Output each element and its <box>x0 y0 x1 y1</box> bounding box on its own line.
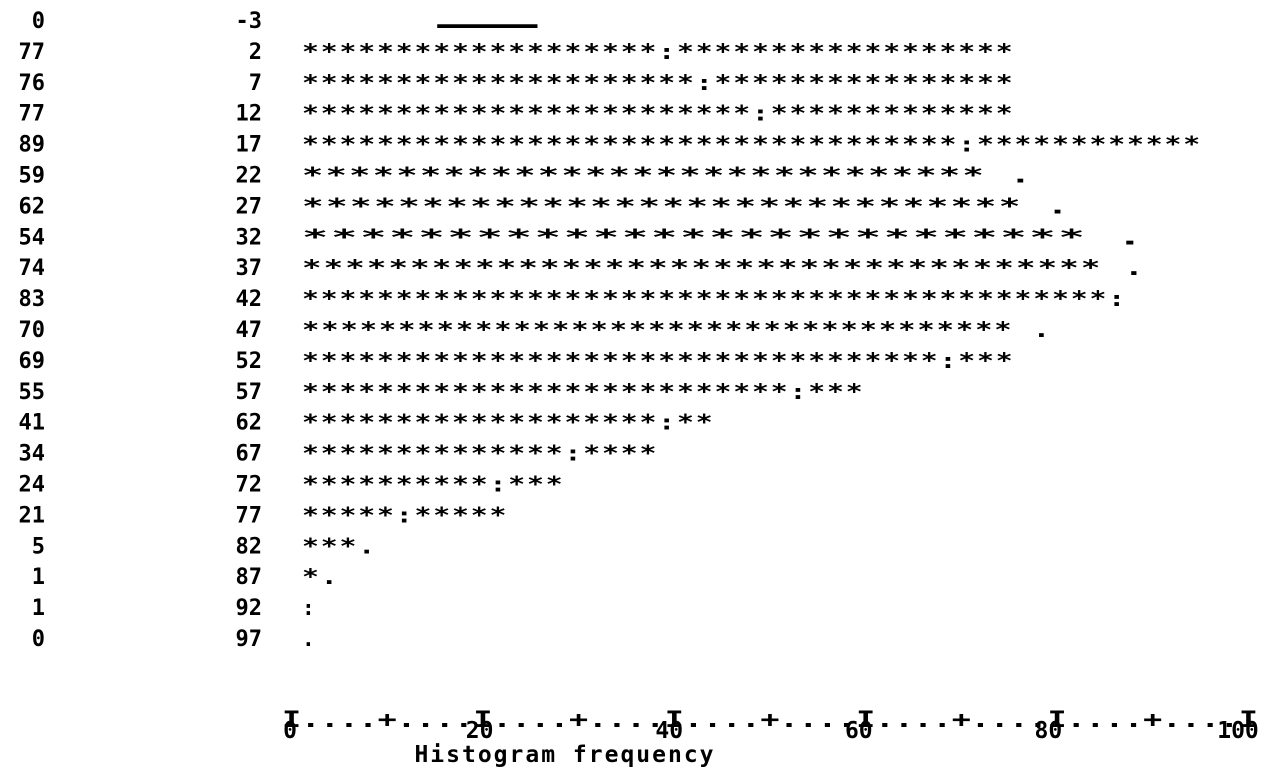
histogram-row: 77 2 *******************:*****************… <box>19 40 1015 65</box>
midpoint-label: 2 <box>249 40 262 65</box>
histogram-rows: 0 -3 .77 2 *******************:************… <box>19 9 1202 652</box>
histogram-bar: ************************:************* <box>302 102 1015 126</box>
histogram-row: 1 92: <box>32 596 316 621</box>
frequency-label: 1 <box>32 565 45 590</box>
midpoint-label: 57 <box>236 380 263 405</box>
histogram-bar: . <box>302 627 316 651</box>
frequency-label: 1 <box>32 596 45 621</box>
histogram-bar: ****************************** . <box>302 194 1071 218</box>
midpoint-label: 87 <box>236 565 263 590</box>
histogram-row: 0 -3 . <box>32 9 715 34</box>
x-axis-ruler: I....+....I....+....I....+....I....+....… <box>282 708 1258 733</box>
histogram-row: 55 57 **************************:*** <box>19 380 865 405</box>
histogram-row: 24 72 **********:*** <box>19 473 565 498</box>
histogram-row: 69 52 **********************************:*… <box>19 349 1015 374</box>
frequency-label: 89 <box>19 133 46 158</box>
x-axis-tick-labels: 0 20 40 60 80 100 <box>283 718 1259 744</box>
frequency-label: 21 <box>19 503 46 528</box>
frequency-label: 74 <box>19 256 46 281</box>
x-tick-label: 20 <box>466 718 494 744</box>
frequency-label: 76 <box>19 71 46 96</box>
frequency-label: 77 <box>19 102 46 127</box>
histogram-bar: *****:***** <box>302 503 508 527</box>
histogram-row: 70 47 ************************************… <box>19 318 1052 343</box>
histogram-bar: ****************************************… <box>302 287 1127 311</box>
frequency-label: 54 <box>19 225 46 250</box>
x-tick-label: 0 <box>283 718 297 744</box>
midpoint-label: 17 <box>236 133 263 158</box>
histogram-row: 34 67 **************:**** <box>19 442 658 467</box>
midpoint-label: 92 <box>236 596 263 621</box>
midpoint-label: 72 <box>236 473 263 498</box>
histogram-row: 77 12 ************************:***********… <box>19 102 1015 127</box>
histogram-bar: . <box>302 9 715 33</box>
histogram-bar: *********************:**************** <box>302 71 1015 95</box>
midpoint-label: 27 <box>236 194 263 219</box>
histogram-bar: ************************************* . <box>302 256 1146 280</box>
x-tick-label: 80 <box>1035 718 1063 744</box>
histogram-row: 21 77 *****:***** <box>19 503 508 528</box>
histogram-bar: : <box>302 596 316 620</box>
histogram-bar: **************************:*** <box>302 380 865 404</box>
midpoint-label: 42 <box>236 287 263 312</box>
histogram-row: 74 37 ************************************… <box>19 256 1146 281</box>
histogram-bar: *******************:** <box>302 411 715 435</box>
frequency-label: 62 <box>19 194 46 219</box>
x-axis-title: Histogram frequency <box>414 742 715 767</box>
histogram-bar: ***************************** . <box>302 164 1033 188</box>
frequency-label: 0 <box>32 9 45 34</box>
histogram-row: 0 97. <box>32 627 316 652</box>
midpoint-label: 47 <box>236 318 263 343</box>
histogram-row: 89 17 ***********************************:… <box>19 133 1202 158</box>
midpoint-label: 77 <box>236 503 263 528</box>
histogram-row: 54 32 *************************** . <box>19 225 1146 250</box>
midpoint-label: 37 <box>236 256 263 281</box>
histogram-row: 83 42 ************************************… <box>19 287 1127 312</box>
frequency-label: 34 <box>19 442 46 467</box>
frequency-label: 5 <box>32 534 45 559</box>
frequency-label: 0 <box>32 627 45 652</box>
frequency-label: 77 <box>19 40 46 65</box>
histogram-bar: *. <box>302 565 340 589</box>
histogram-row: 76 7 *********************:***************… <box>19 71 1015 96</box>
frequency-label: 59 <box>19 164 46 189</box>
midpoint-label: 67 <box>236 442 263 467</box>
x-tick-label: 100 <box>1217 718 1259 744</box>
histogram-bar: **********************************:*** <box>302 349 1015 373</box>
midpoint-label: 82 <box>236 534 263 559</box>
histogram-row: 62 27 ****************************** . <box>19 194 1071 219</box>
frequency-label: 41 <box>19 411 46 436</box>
histogram-row: 1 87 *. <box>32 565 340 590</box>
histogram-bar: **************:**** <box>302 442 658 466</box>
midpoint-label: 12 <box>236 102 263 127</box>
frequency-label: 24 <box>19 473 46 498</box>
histogram-bar: ************************************* . <box>302 318 1052 342</box>
midpoint-label: 52 <box>236 349 263 374</box>
x-tick-label: 60 <box>845 718 873 744</box>
midpoint-label: 32 <box>236 225 263 250</box>
histogram-row: 59 22 ***************************** . <box>19 164 1033 189</box>
midpoint-label: 97 <box>236 627 263 652</box>
frequency-label: 69 <box>19 349 46 374</box>
x-tick-label: 40 <box>655 718 683 744</box>
histogram-row: 41 62 *******************:** <box>19 411 715 436</box>
histogram-bar: ***. <box>302 534 377 558</box>
histogram-bar: ***********************************:****… <box>302 133 1202 157</box>
frequency-label: 70 <box>19 318 46 343</box>
midpoint-label: 22 <box>236 164 263 189</box>
midpoint-label: -3 <box>236 9 263 34</box>
frequency-label: 55 <box>19 380 46 405</box>
histogram-bar: *******************:****************** <box>302 40 1015 64</box>
midpoint-label: 62 <box>236 411 263 436</box>
histogram-row: 5 82 ***. <box>32 534 377 559</box>
frequency-label: 83 <box>19 287 46 312</box>
histogram-bar: **********:*** <box>302 473 565 497</box>
midpoint-label: 7 <box>249 71 262 96</box>
histogram-bar: *************************** . <box>302 225 1146 249</box>
